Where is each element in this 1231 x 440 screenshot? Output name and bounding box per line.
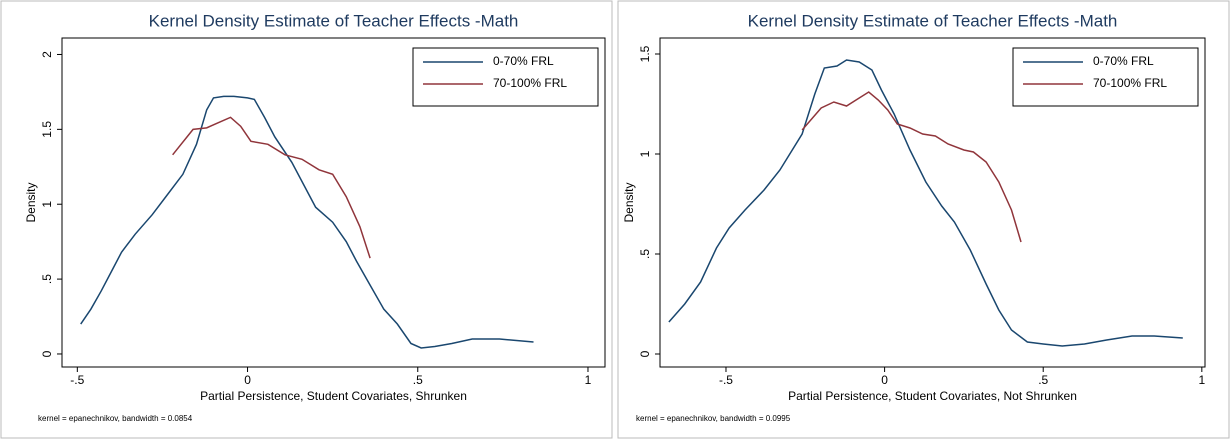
- y-tick-label: 1.5: [40, 121, 54, 138]
- x-axis-title: Partial Persistence, Student Covariates,…: [788, 389, 1077, 403]
- legend-label: 70-100% FRL: [1093, 76, 1167, 90]
- y-tick-label: 2: [40, 51, 54, 58]
- y-tick-label: .5: [40, 274, 54, 284]
- x-tick-label: -.5: [70, 373, 84, 387]
- legend-label: 70-100% FRL: [493, 76, 567, 90]
- x-tick-label: -.5: [719, 373, 733, 387]
- x-tick-label: 0: [881, 373, 888, 387]
- line-series: [801, 91, 1022, 243]
- x-tick-label: .5: [413, 373, 423, 387]
- y-tick-label: 0: [638, 350, 652, 357]
- y-tick-label: 1: [40, 201, 54, 208]
- note: kernel = epanechnikov, bandwidth = 0.085…: [38, 414, 193, 423]
- chart-panel: Kernel Density Estimate of Teacher Effec…: [0, 0, 613, 439]
- y-tick-label: 1.5: [638, 45, 652, 62]
- line-series: [172, 116, 371, 259]
- x-tick-label: 0: [244, 373, 251, 387]
- line-series: [80, 95, 534, 349]
- x-tick-label: 1: [585, 373, 592, 387]
- chart-title: Kernel Density Estimate of Teacher Effec…: [149, 11, 519, 30]
- legend-label: 0-70% FRL: [493, 54, 554, 68]
- y-tick-label: 1: [638, 150, 652, 157]
- panel-frame: [617, 0, 1230, 439]
- chart-title: Kernel Density Estimate of Teacher Effec…: [748, 11, 1118, 30]
- y-axis-title: Density: [24, 182, 38, 222]
- y-axis-title: Density: [622, 182, 636, 222]
- x-axis-title: Partial Persistence, Student Covariates,…: [200, 389, 467, 403]
- x-tick-label: 1: [1198, 373, 1205, 387]
- y-tick-label: 0: [40, 350, 54, 357]
- chart-panel: Kernel Density Estimate of Teacher Effec…: [617, 0, 1230, 439]
- panel-frame: [0, 0, 613, 439]
- legend-box: [1012, 47, 1199, 107]
- legend-box: [412, 47, 599, 107]
- y-tick-label: .5: [638, 249, 652, 259]
- note: kernel = epanechnikov, bandwidth = 0.099…: [636, 414, 791, 423]
- line-series: [668, 59, 1183, 347]
- legend-label: 0-70% FRL: [1093, 54, 1154, 68]
- x-tick-label: .5: [1038, 373, 1048, 387]
